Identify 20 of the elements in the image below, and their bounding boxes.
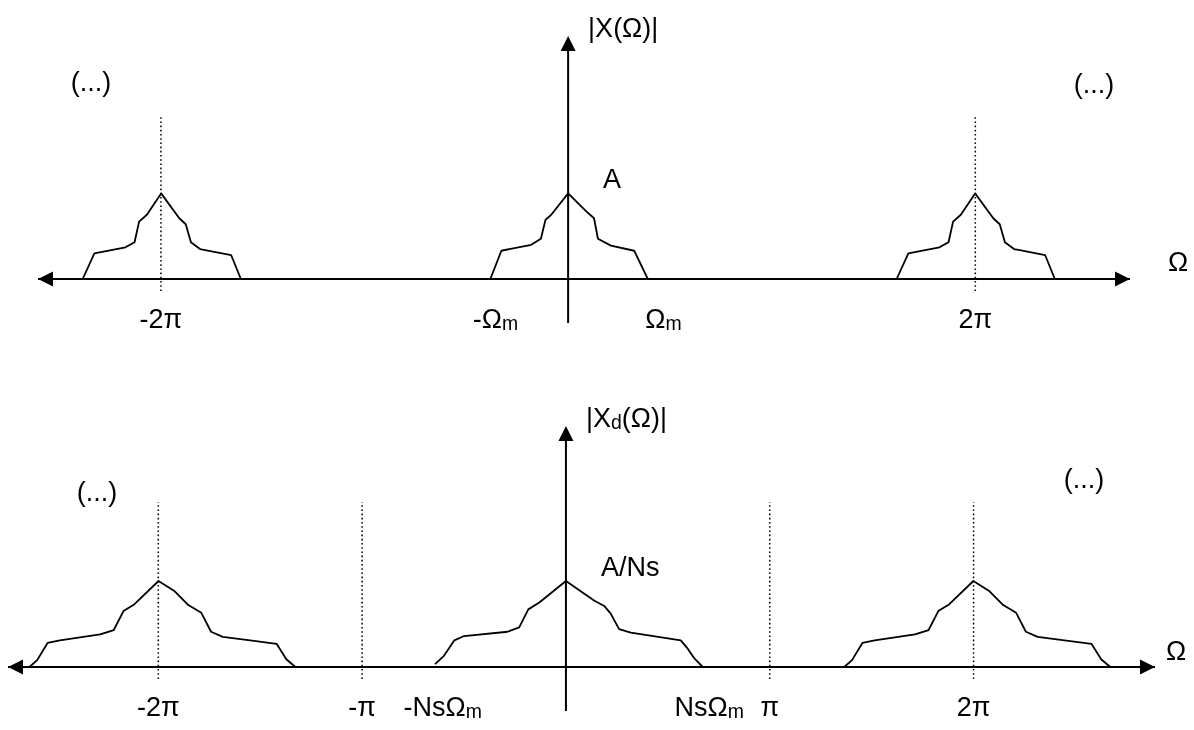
text: (...) — [76, 477, 118, 507]
x-tick-label: -2π — [139, 304, 183, 334]
x-tick-label: NsΩ$_{m}$ — [674, 692, 744, 722]
annotation: A/Ns — [600, 552, 660, 582]
text: (...) — [1073, 69, 1115, 99]
x-axis-title: Ω — [1167, 247, 1189, 277]
text: (...) — [70, 67, 112, 97]
text: (...) — [1063, 464, 1105, 494]
x-tick-label: π — [760, 692, 780, 722]
x-tick-label: 2π — [956, 692, 991, 722]
x-tick-label: -2π — [136, 692, 180, 722]
y-axis-title: |X$_{d}$(Ω)| — [585, 403, 667, 433]
x-axis-title: Ω — [1165, 636, 1187, 666]
x-tick-label: 2π — [958, 304, 993, 334]
x-tick-label: Ω$_{m}$ — [645, 304, 682, 334]
x-tick-label: -π — [348, 692, 376, 722]
x-tick-label: -Ω$_{m}$ — [472, 304, 519, 334]
annotation: A — [603, 164, 622, 195]
y-axis-title: |X(Ω)| — [588, 13, 659, 43]
x-tick-label: -NsΩ$_{m}$ — [403, 692, 482, 722]
